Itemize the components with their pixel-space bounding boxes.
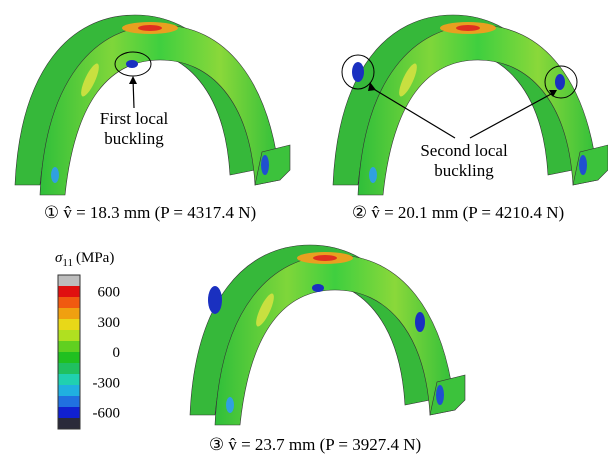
annotation: buckling (434, 161, 494, 180)
buckle-spot (126, 60, 138, 68)
colorbar-swatch (58, 407, 80, 418)
caption: ③ v̂ = 23.7 mm (P = 3927.4 N) (209, 435, 421, 454)
colorbar-swatch (58, 330, 80, 341)
colorbar-swatch (58, 385, 80, 396)
colorbar-swatch (58, 352, 80, 363)
buckle-spot (555, 74, 565, 90)
buckle-spot (208, 286, 222, 314)
caption: ② v̂ = 20.1 mm (P = 4210.4 N) (352, 203, 564, 222)
colorbar-title: σ11(MPa) (55, 250, 114, 269)
colorbar-swatch (58, 374, 80, 385)
colorbar-swatch (58, 341, 80, 352)
deformed-arch (15, 15, 290, 195)
colorbar-label: 0 (113, 345, 121, 361)
colorbar-label: 600 (98, 285, 121, 301)
colorbar: 600 300 0 -300 -600 (58, 275, 120, 429)
figure: First local buckling Second local buckli… (0, 0, 608, 459)
subscript: 11 (62, 257, 73, 269)
colorbar-swatch (58, 297, 80, 308)
annotation: buckling (104, 129, 164, 148)
colorbar-swatch (58, 396, 80, 407)
colorbar-swatch (58, 319, 80, 330)
annotation: Second local (420, 141, 508, 160)
annotation: First local (100, 109, 169, 128)
colorbar-swatch (58, 418, 80, 429)
colorbar-swatch (58, 286, 80, 297)
colorbar-swatch (58, 275, 80, 286)
buckle-spot (352, 62, 364, 82)
colorbar-swatch (58, 308, 80, 319)
buckle-spot (415, 312, 425, 332)
colorbar-label: -600 (93, 406, 121, 422)
arrowhead (129, 76, 137, 84)
unit: (MPa) (76, 250, 114, 266)
deformed-arch (190, 245, 465, 425)
buckle-spot (312, 284, 324, 292)
colorbar-label: -300 (93, 375, 121, 391)
caption: ① v̂ = 18.3 mm (P = 4317.4 N) (44, 203, 256, 222)
colorbar-label: 300 (98, 315, 121, 331)
colorbar-swatch (58, 363, 80, 374)
